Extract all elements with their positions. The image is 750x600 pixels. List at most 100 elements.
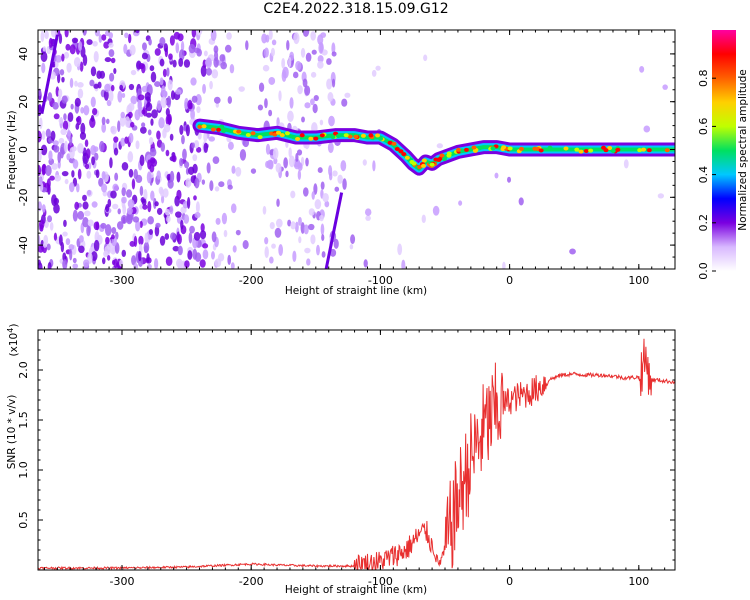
noise-blob [40,30,45,42]
noise-blob [334,186,340,192]
noise-blob [242,240,249,250]
noise-blob [113,68,117,74]
signal-hotspot [343,133,349,138]
noise-blob [48,150,53,161]
noise-blob [206,162,211,174]
noise-blob [203,142,209,153]
noise-blob [202,243,209,249]
noise-blob [62,231,68,237]
snr-x-axis-label: Height of straight line (km) [285,584,427,596]
noise-blob [77,82,84,88]
noise-blob [185,124,190,137]
noise-streak [40,34,59,114]
noise-blob [170,90,175,101]
noise-blob [211,231,217,243]
noise-blob [227,141,234,150]
noise-blob [92,40,98,47]
noise-blob [313,183,318,195]
noise-blob [300,222,305,234]
noise-blob [623,159,629,169]
colorbar-bar [712,30,736,271]
noise-blob [189,225,195,234]
noise-blob [268,76,276,85]
noise-blob [205,57,212,69]
noise-blob [165,256,173,267]
noise-blob [106,99,112,107]
noise-blob [138,250,142,262]
noise-blob [121,92,126,98]
noise-blob [38,245,44,253]
noise-blob [173,31,181,40]
signal-hotspot [429,162,435,167]
signal-hotspot [272,132,278,137]
noise-blob [51,163,58,170]
noise-blob [128,83,135,91]
noise-blob [289,97,294,109]
noise-blob [86,189,92,196]
noise-blob [194,140,200,149]
signal-hotspot [330,134,336,139]
signal-hotspot [507,146,513,151]
noise-blob [208,136,216,142]
noise-blob [83,105,90,116]
noise-blob [269,256,274,264]
noise-blob [84,163,90,170]
noise-blob [112,183,119,192]
noise-blob [230,262,235,269]
noise-blob [117,120,121,133]
noise-blob [231,165,236,174]
noise-blob [160,195,165,204]
noise-blob [130,95,138,105]
signal-hotspot [353,134,359,139]
signal-hotspot [563,146,569,151]
noise-blob [74,80,78,87]
noise-blob [287,110,294,123]
noise-blob [124,116,131,128]
noise-blob [65,43,71,51]
noise-blob [101,171,106,180]
noise-blob [122,204,127,215]
noise-blob [72,159,79,169]
noise-blob [235,166,242,177]
noise-blob [203,132,208,143]
noise-blob [328,115,335,127]
noise-blob [218,181,225,188]
noise-blob [364,208,372,217]
noise-blob [224,44,232,53]
colorbar-tick-label: 0.4 [697,166,710,184]
noise-blob [142,204,148,210]
noise-blob [150,118,154,126]
noise-blob [183,214,190,224]
noise-blob [311,49,317,55]
noise-blob [105,204,110,213]
noise-blob [502,261,506,269]
noise-blob [139,185,144,196]
noise-blob [78,235,84,243]
noise-blob [82,201,89,210]
noise-blob [230,203,237,214]
snr-x-tick-label: 100 [628,575,649,588]
noise-blob [167,79,173,91]
noise-blob [59,69,65,76]
noise-blob [80,122,86,135]
noise-blob [38,151,42,162]
noise-blob [59,146,64,159]
signal-hotspot [335,133,341,138]
spectrogram-x-tick-label: 0 [506,274,513,287]
noise-blob [93,83,99,89]
noise-blob [123,43,128,54]
noise-blob [257,104,264,111]
noise-blob [47,261,52,269]
noise-blob [162,188,169,198]
noise-blob [149,163,155,173]
noise-blob [94,231,100,243]
noise-blob [159,235,166,246]
noise-blob [288,155,295,168]
noise-blob [320,32,327,38]
noise-blob [140,126,147,134]
noise-blob [308,208,315,216]
signal-hotspot [490,146,496,151]
noise-blob [209,80,213,90]
noise-blob [166,67,170,77]
noise-blob [69,77,74,89]
